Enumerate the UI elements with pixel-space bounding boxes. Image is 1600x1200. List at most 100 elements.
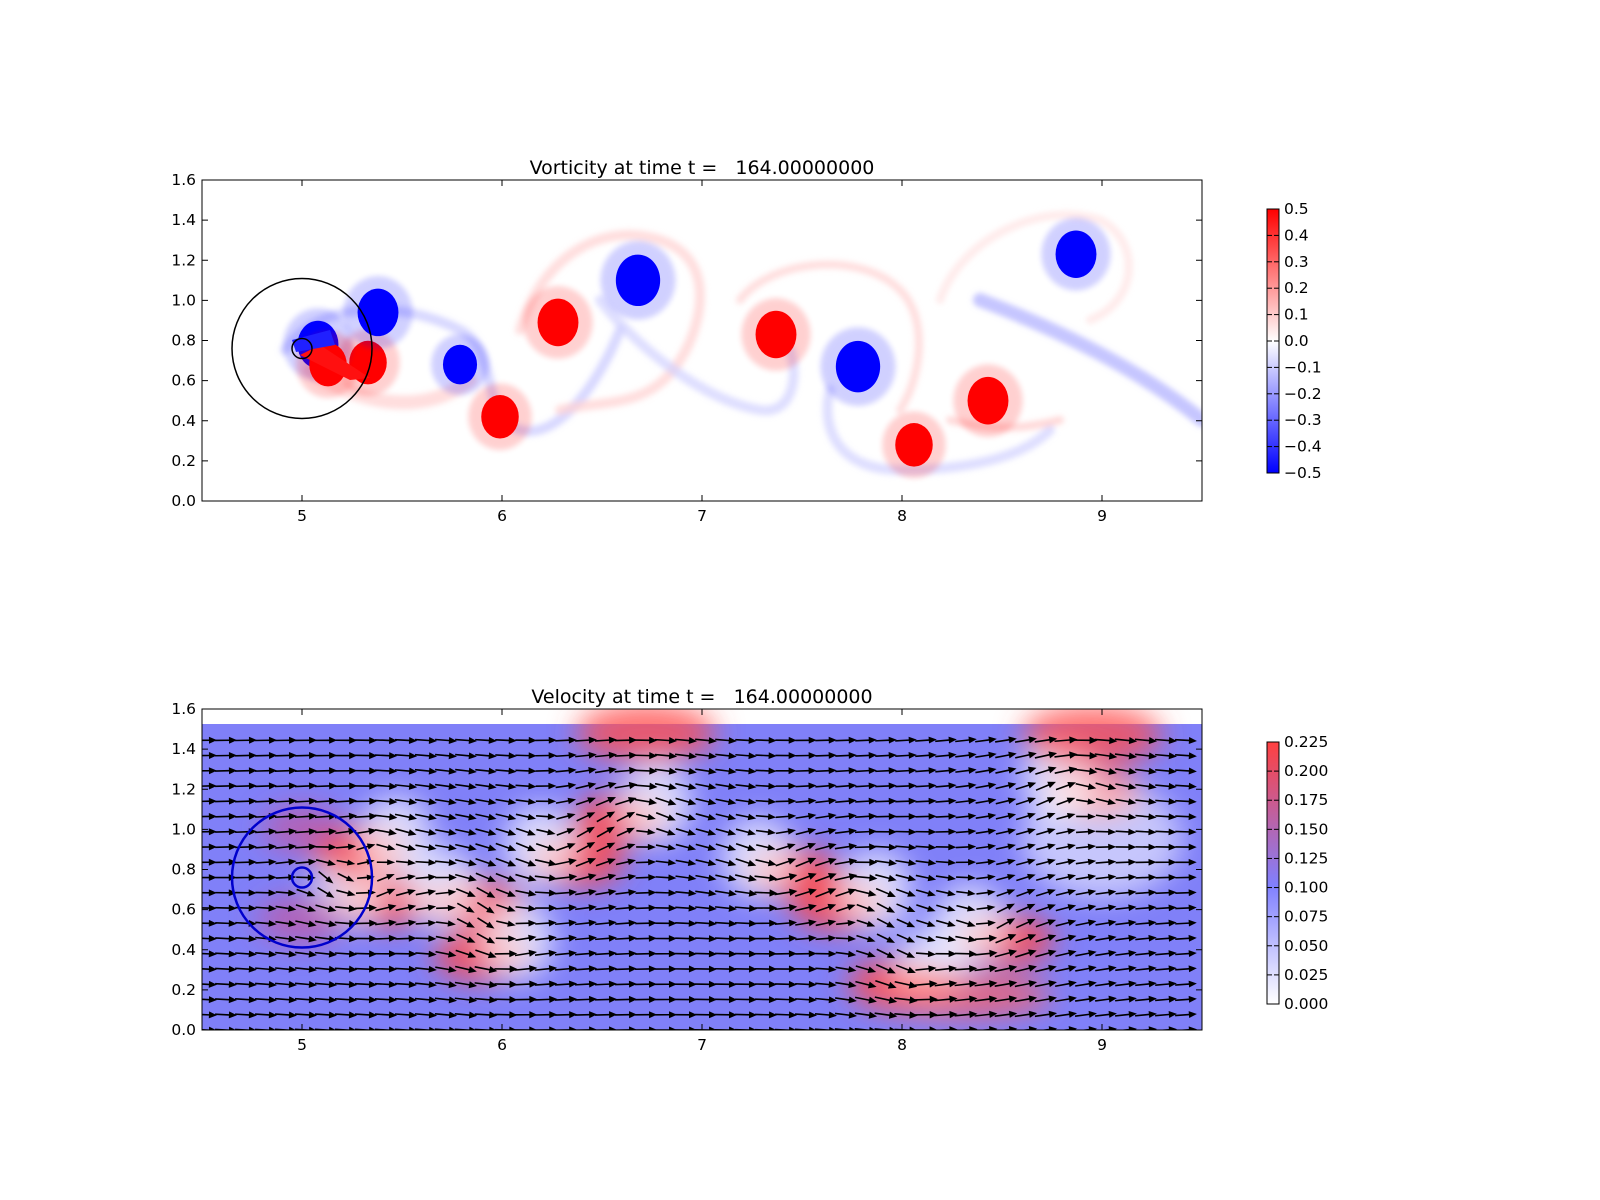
quiver-arrow-shape <box>615 889 637 896</box>
quiver-arrow-shape <box>575 858 597 867</box>
quiver-arrow-shape <box>334 767 358 775</box>
quiver-arrow <box>934 995 958 1003</box>
quiver-arrow <box>1095 889 1117 896</box>
quiver-arrow <box>754 874 778 882</box>
quiver-arrow <box>235 965 257 973</box>
quiver-arrow-shape <box>495 888 516 897</box>
quiver-arrow <box>435 874 457 881</box>
quiver-arrow <box>375 919 397 927</box>
velocity-colorbar-tick-label: 0.025 <box>1284 966 1328 984</box>
quiver-arrow <box>1095 980 1117 988</box>
quiver-arrow-shape <box>874 1026 898 1030</box>
quiver-arrow-shape <box>636 843 656 851</box>
quiver-arrow-shape <box>515 736 537 744</box>
quiver-arrow-shape <box>734 889 758 897</box>
quiver-arrow-shape <box>614 781 638 790</box>
quiver-arrow-shape <box>514 1026 538 1030</box>
quiver-arrow <box>614 751 638 759</box>
quiver-arrow <box>355 827 377 835</box>
quiver-arrow <box>514 980 538 988</box>
quiver-arrow-shape <box>1155 828 1177 836</box>
quiver-arrow-shape <box>995 812 1017 820</box>
quiver-arrow <box>1016 858 1036 866</box>
quiver-arrow <box>554 980 578 988</box>
quiver-arrow-shape <box>294 950 317 958</box>
vorticity-overlay-circle <box>231 277 373 420</box>
quiver-arrow-shape <box>334 1026 358 1030</box>
quiver-arrow-shape <box>295 935 317 943</box>
quiver-arrow <box>594 1011 618 1019</box>
quiver-arrow <box>1075 843 1097 850</box>
quiver-arrow-shape <box>495 857 517 867</box>
quiver-arrow-shape <box>675 980 697 988</box>
quiver-arrow <box>535 919 557 927</box>
quiver-arrow <box>715 889 737 897</box>
quiver-arrow-shape <box>215 797 237 805</box>
quiver-arrow <box>874 1026 898 1030</box>
quiver-arrow <box>1016 903 1036 913</box>
quiver-arrow <box>374 965 398 973</box>
quiver-arrow <box>202 980 217 988</box>
quiver-arrow-shape <box>477 917 495 929</box>
quiver-arrow <box>875 797 897 805</box>
quiver-arrow-shape <box>275 905 297 912</box>
quiver-arrow-shape <box>314 736 338 744</box>
quiver-arrow <box>294 812 317 820</box>
quiver-arrow-shape <box>594 995 618 1003</box>
quiver-arrow-shape <box>915 782 937 790</box>
quiver-arrow <box>774 1011 798 1019</box>
quiver-arrow-shape <box>715 874 737 882</box>
quiver-arrow-shape <box>495 736 517 744</box>
quiver-arrow-shape <box>935 828 957 836</box>
quiver-arrow <box>655 811 676 821</box>
quiver-arrow <box>896 933 916 943</box>
quiver-arrow <box>315 828 337 836</box>
quiver-arrow-shape <box>974 980 998 988</box>
quiver-arrow <box>314 1011 338 1019</box>
quiver-arrow <box>1094 736 1118 745</box>
quiver-arrow <box>215 858 237 866</box>
quiver-arrow-shape <box>455 737 477 744</box>
quiver-arrow <box>275 920 297 928</box>
quiver-arrow <box>894 1011 918 1019</box>
quiver-arrow <box>734 980 758 988</box>
quiver-arrow <box>635 919 657 927</box>
quiver-arrow-shape <box>655 950 677 958</box>
quiver-arrow-shape <box>675 812 697 821</box>
quiver-arrow-shape <box>595 781 617 790</box>
quiver-arrow <box>1015 797 1036 806</box>
quiver-arrow <box>955 843 977 851</box>
quiver-arrow-shape <box>414 752 438 760</box>
quiver-arrow <box>854 1026 878 1030</box>
quiver-arrow-shape <box>295 843 317 851</box>
quiver-arrow <box>455 752 477 760</box>
quiver-arrow-shape <box>975 766 997 774</box>
vorticity-ytick-label: 1.6 <box>171 171 196 189</box>
quiver-arrow <box>875 828 897 836</box>
quiver-arrow-shape <box>1114 752 1138 760</box>
quiver-arrow-shape <box>894 980 918 989</box>
quiver-arrow <box>775 980 797 988</box>
quiver-arrow-shape <box>396 859 416 866</box>
quiver-arrow-shape <box>1075 949 1097 957</box>
quiver-arrow <box>635 950 657 958</box>
quiver-arrow <box>955 797 977 805</box>
quiver-arrow <box>395 950 417 958</box>
quiver-arrow-shape <box>715 767 737 775</box>
quiver-arrow <box>955 736 977 744</box>
quiver-arrow-shape <box>894 1026 918 1030</box>
quiver-arrow <box>376 859 396 866</box>
quiver-arrow <box>295 843 317 851</box>
vorticity-ytick-label: 1.0 <box>171 291 196 309</box>
quiver-arrow-shape <box>354 1011 378 1019</box>
quiver-arrow <box>795 827 817 836</box>
quiver-arrow-shape <box>455 798 477 806</box>
quiver-arrow <box>275 905 297 912</box>
quiver-arrow <box>834 1011 858 1019</box>
quiver-arrow <box>274 751 298 759</box>
quiver-arrow <box>854 828 877 836</box>
quiver-arrow-shape <box>714 919 737 927</box>
speed-high-spot <box>872 973 1052 1018</box>
vorticity-colorbar-tick-label: 0.3 <box>1284 253 1309 271</box>
quiver-arrow <box>215 996 237 1004</box>
